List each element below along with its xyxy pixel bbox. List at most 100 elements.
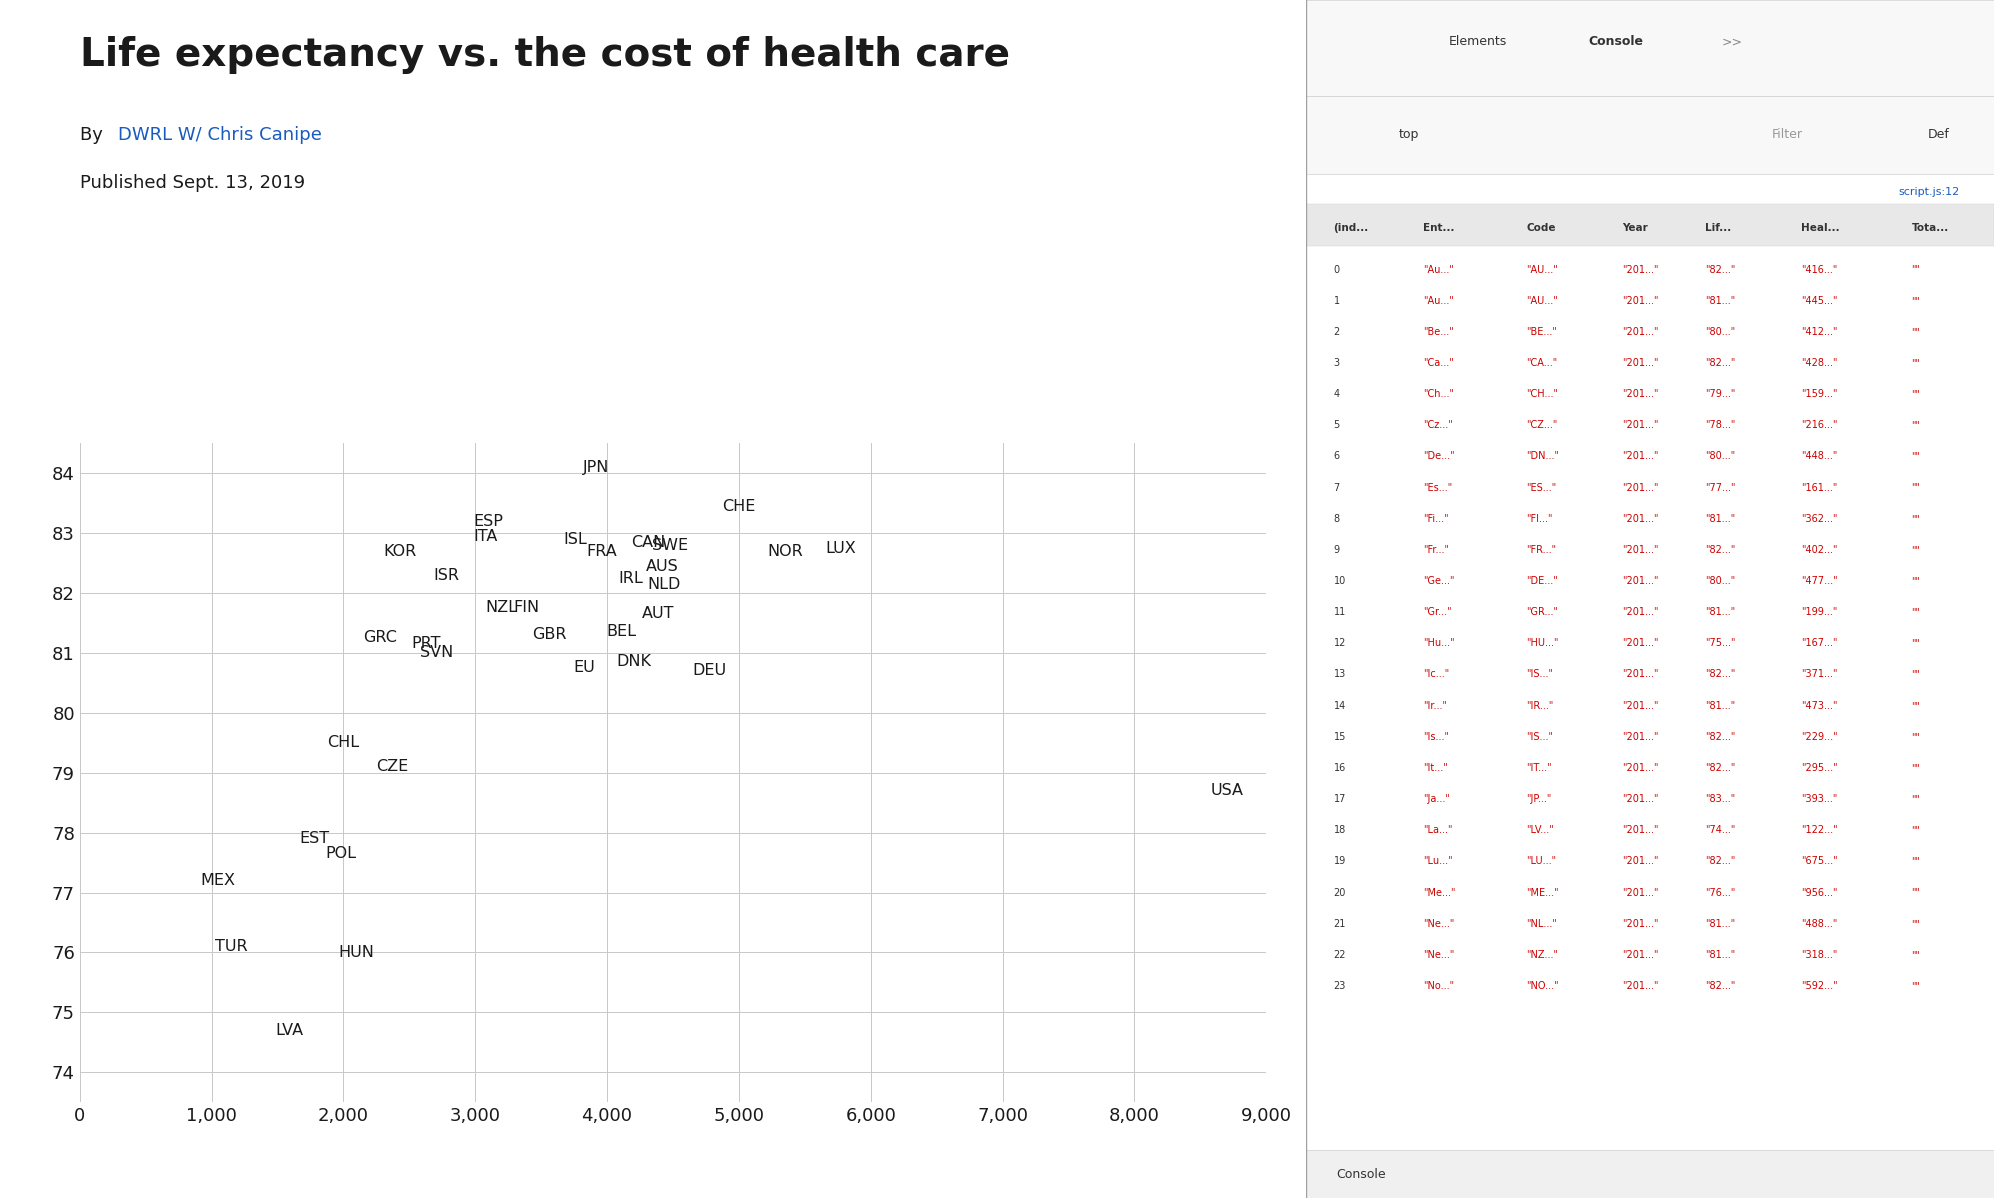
Text: "201...": "201..." (1623, 732, 1659, 742)
Text: "ME...": "ME..." (1525, 888, 1559, 897)
Text: CHL: CHL (327, 736, 359, 750)
Text: DNK: DNK (616, 654, 650, 670)
Text: "318...": "318..." (1801, 950, 1838, 960)
Text: "Be...": "Be..." (1424, 327, 1454, 337)
Text: "NZ...": "NZ..." (1525, 950, 1557, 960)
Text: "81...": "81..." (1705, 607, 1735, 617)
Text: DEU: DEU (692, 664, 726, 678)
Text: "201...": "201..." (1623, 545, 1659, 555)
Text: "IS...": "IS..." (1525, 732, 1553, 742)
Text: 14: 14 (1334, 701, 1346, 710)
Text: "81...": "81..." (1705, 919, 1735, 928)
Text: NZL: NZL (487, 600, 518, 616)
Text: "428...": "428..." (1801, 358, 1838, 368)
Text: "201...": "201..." (1623, 857, 1659, 866)
Text: Tota...: Tota... (1912, 223, 1948, 232)
Bar (1306, 96, 1994, 174)
Text: 2: 2 (1334, 327, 1340, 337)
Text: Def: Def (1928, 128, 1950, 140)
Text: 3: 3 (1334, 358, 1340, 368)
Text: "Ne...": "Ne..." (1424, 919, 1454, 928)
Text: 12: 12 (1334, 639, 1346, 648)
Text: 10: 10 (1334, 576, 1346, 586)
Text: NOR: NOR (768, 544, 804, 558)
Text: Heal...: Heal... (1801, 223, 1840, 232)
Text: "BE...": "BE..." (1525, 327, 1557, 337)
Text: "201...": "201..." (1623, 950, 1659, 960)
Text: "82...": "82..." (1705, 763, 1735, 773)
Text: "": "" (1912, 919, 1920, 928)
Text: DWRL W/ Chris Canipe: DWRL W/ Chris Canipe (118, 126, 321, 144)
Text: 15: 15 (1334, 732, 1346, 742)
Text: 0: 0 (1334, 265, 1340, 274)
Text: "": "" (1912, 483, 1920, 492)
Text: 1: 1 (1334, 296, 1340, 305)
Text: 19: 19 (1334, 857, 1346, 866)
Text: "488...": "488..." (1801, 919, 1838, 928)
Text: "201...": "201..." (1623, 265, 1659, 274)
Text: "201...": "201..." (1623, 981, 1659, 991)
Text: TUR: TUR (215, 939, 247, 954)
Text: "": "" (1912, 576, 1920, 586)
Text: "Fi...": "Fi..." (1424, 514, 1450, 524)
Text: "78...": "78..." (1705, 420, 1735, 430)
Text: "362...": "362..." (1801, 514, 1838, 524)
Text: "81...": "81..." (1705, 514, 1735, 524)
Text: "Lu...": "Lu..." (1424, 857, 1454, 866)
Text: "": "" (1912, 701, 1920, 710)
Bar (1306, 811, 1994, 842)
Text: "Ja...": "Ja..." (1424, 794, 1450, 804)
Text: "Es...": "Es..." (1424, 483, 1452, 492)
Text: "201...": "201..." (1623, 452, 1659, 461)
Text: AUS: AUS (646, 558, 678, 574)
Text: CZE: CZE (377, 760, 409, 774)
Text: ESP: ESP (473, 514, 502, 528)
Text: "NO...": "NO..." (1525, 981, 1559, 991)
Text: "AU...": "AU..." (1525, 265, 1557, 274)
Text: "": "" (1912, 420, 1920, 430)
Text: 9: 9 (1334, 545, 1340, 555)
Text: JPN: JPN (584, 460, 610, 474)
Bar (1306, 936, 1994, 967)
Text: "": "" (1912, 763, 1920, 773)
Text: 23: 23 (1334, 981, 1346, 991)
Text: "CH...": "CH..." (1525, 389, 1557, 399)
Text: "82...": "82..." (1705, 670, 1735, 679)
Bar (1306, 1150, 1994, 1198)
Text: Filter: Filter (1773, 128, 1803, 140)
Text: "477...": "477..." (1801, 576, 1838, 586)
Text: >>: >> (1723, 36, 1743, 48)
Text: "HU...": "HU..." (1525, 639, 1559, 648)
Text: Elements: Elements (1450, 36, 1507, 48)
Text: "Cz...": "Cz..." (1424, 420, 1454, 430)
Text: "201...": "201..." (1623, 825, 1659, 835)
Text: "": "" (1912, 732, 1920, 742)
Text: "": "" (1912, 825, 1920, 835)
Text: "473...": "473..." (1801, 701, 1838, 710)
Text: 13: 13 (1334, 670, 1346, 679)
Text: "FR...": "FR..." (1525, 545, 1557, 555)
Text: "DN...": "DN..." (1525, 452, 1559, 461)
Text: "80...": "80..." (1705, 576, 1735, 586)
Text: "159...": "159..." (1801, 389, 1838, 399)
Text: "448...": "448..." (1801, 452, 1838, 461)
Text: "La...": "La..." (1424, 825, 1452, 835)
Text: 4: 4 (1334, 389, 1340, 399)
Text: EST: EST (299, 831, 329, 846)
Text: "": "" (1912, 296, 1920, 305)
Bar (1306, 873, 1994, 904)
Text: 21: 21 (1334, 919, 1346, 928)
Text: Published Sept. 13, 2019: Published Sept. 13, 2019 (80, 174, 305, 192)
Text: GBR: GBR (532, 628, 566, 642)
Text: AUT: AUT (642, 606, 674, 622)
Text: "": "" (1912, 888, 1920, 897)
Text: "Ir...": "Ir..." (1424, 701, 1448, 710)
Text: 22: 22 (1334, 950, 1346, 960)
Text: "": "" (1912, 545, 1920, 555)
Text: FRA: FRA (586, 544, 618, 558)
Text: "": "" (1912, 514, 1920, 524)
Text: "GR...": "GR..." (1525, 607, 1557, 617)
Text: FIN: FIN (514, 600, 540, 616)
Text: "201...": "201..." (1623, 639, 1659, 648)
Text: "80...": "80..." (1705, 327, 1735, 337)
